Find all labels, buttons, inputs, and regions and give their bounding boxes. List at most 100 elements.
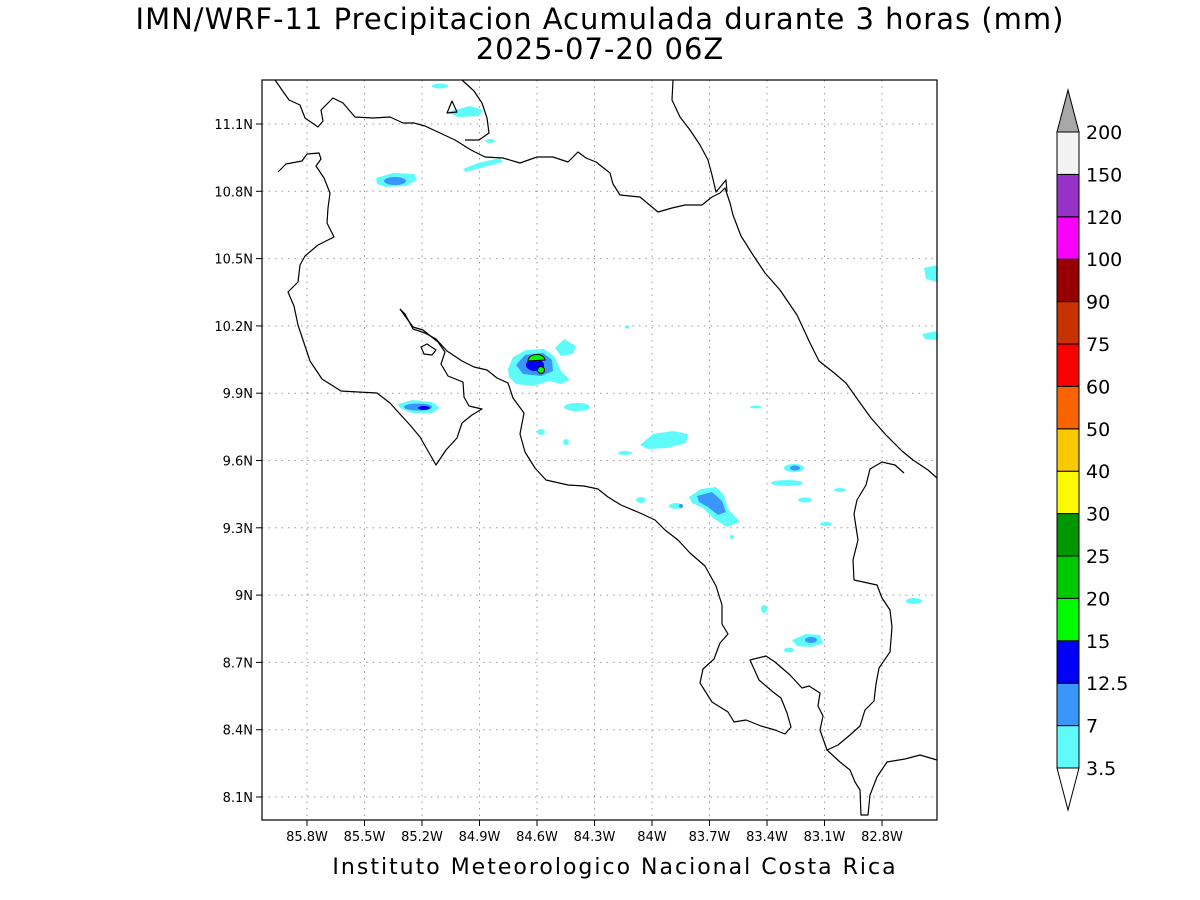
colorbar-swatch bbox=[1056, 682, 1080, 727]
colorbar-level-label: 100 bbox=[1086, 249, 1122, 271]
lat-tick-label: 9.6N bbox=[223, 455, 253, 470]
lon-tick-label: 84.6W bbox=[516, 830, 558, 845]
colorbar-level-label: 40 bbox=[1086, 461, 1110, 483]
precip-patch bbox=[418, 406, 430, 410]
colorbar-level-label: 150 bbox=[1086, 164, 1122, 186]
lon-tick-label: 84.3W bbox=[574, 830, 616, 845]
precip-patch bbox=[834, 488, 846, 492]
precip-patches-15mm bbox=[527, 354, 546, 374]
precip-patch bbox=[485, 139, 495, 143]
precip-patch bbox=[555, 339, 576, 356]
coastline bbox=[274, 79, 938, 816]
chart-title: IMN/WRF-11 Precipitacion Acumulada duran… bbox=[135, 2, 1065, 36]
lon-tick-label: 84.9W bbox=[459, 830, 501, 845]
coastline-segment bbox=[277, 152, 483, 466]
precip-patch bbox=[447, 106, 483, 117]
colorbar-legend: 3.5 7 12.5 15 20 25 30 40 50 60 75 90 100 120 150 200 bbox=[1056, 88, 1128, 812]
colorbar-level-label: 30 bbox=[1086, 504, 1110, 526]
colorbar-swatch bbox=[1056, 343, 1080, 387]
colorbar-level-label: 25 bbox=[1086, 546, 1110, 568]
colorbar-level-label: 20 bbox=[1086, 588, 1110, 610]
lon-tick-label: 83.4W bbox=[746, 830, 788, 845]
precip-patch bbox=[798, 497, 812, 503]
lon-tick-label: 84W bbox=[637, 830, 667, 845]
coastline-segment bbox=[826, 749, 938, 816]
colorbar-level-label: 50 bbox=[1086, 419, 1110, 441]
colorbar-swatch bbox=[1056, 555, 1080, 599]
coastline-segment bbox=[420, 343, 437, 356]
colorbar-level-label: 12.5 bbox=[1086, 673, 1128, 695]
colorbar-swatch bbox=[1056, 597, 1080, 642]
colorbar-level-label: 15 bbox=[1086, 631, 1110, 653]
lat-tick-label: 8.7N bbox=[223, 656, 253, 671]
colorbar-swatch bbox=[1056, 173, 1080, 218]
lat-tick-label: 9N bbox=[235, 589, 253, 604]
coastline-segment bbox=[399, 308, 905, 751]
colorbar-swatch bbox=[1056, 725, 1080, 769]
colorbar-level-label: 75 bbox=[1086, 334, 1110, 356]
colorbar-swatch bbox=[1056, 640, 1080, 684]
colorbar-level-label: 7 bbox=[1086, 716, 1098, 738]
map-gridlines bbox=[262, 80, 937, 820]
precip-patch bbox=[527, 354, 546, 362]
precip-patch bbox=[805, 637, 817, 643]
lon-tick-label: 85.5W bbox=[344, 830, 386, 845]
precip-patch bbox=[697, 492, 726, 515]
lat-tick-label: 8.1N bbox=[223, 791, 253, 806]
colorbar-under-arrow bbox=[1056, 767, 1080, 812]
lat-tick-label: 10.2N bbox=[214, 320, 253, 335]
lat-tick-label: 11.1N bbox=[214, 118, 253, 133]
precip-patch bbox=[563, 439, 569, 445]
latitude-axis: 8.1N 8.4N 8.7N 9N 9.3N 9.6N 9.9N 10.2N 10.5N 10.8… bbox=[214, 118, 262, 806]
coastline-segment bbox=[461, 79, 490, 141]
precip-patch bbox=[432, 83, 448, 89]
longitude-axis: 85.8W 85.5W 85.2W 84.9W 84.6W 84.3W 84W 83.7W 83… bbox=[286, 820, 903, 845]
precip-patch bbox=[679, 504, 683, 508]
precip-patch bbox=[463, 158, 503, 172]
colorbar-over-arrow bbox=[1056, 88, 1080, 133]
precip-patch bbox=[640, 431, 688, 449]
precip-patch bbox=[564, 403, 590, 411]
precip-patch bbox=[669, 503, 683, 509]
lat-tick-label: 10.8N bbox=[214, 185, 253, 200]
precip-patch bbox=[384, 177, 406, 185]
precip-patch bbox=[790, 465, 800, 471]
lon-tick-label: 85.2W bbox=[401, 830, 443, 845]
lat-tick-label: 10.5N bbox=[214, 253, 253, 268]
lat-tick-label: 9.3N bbox=[223, 522, 253, 537]
precip-patch bbox=[924, 265, 937, 282]
lon-tick-label: 83.1W bbox=[804, 830, 846, 845]
lon-tick-label: 83.7W bbox=[689, 830, 731, 845]
precip-patch bbox=[922, 331, 937, 340]
colorbar-swatch bbox=[1056, 470, 1080, 515]
precip-patches-7mm bbox=[384, 177, 817, 643]
coastline-segment bbox=[446, 100, 458, 114]
precip-patch bbox=[636, 497, 646, 503]
colorbar-level-label: 3.5 bbox=[1086, 758, 1116, 780]
lat-tick-label: 9.9N bbox=[223, 387, 253, 402]
precip-patch bbox=[537, 429, 545, 435]
lon-tick-label: 85.8W bbox=[286, 830, 328, 845]
colorbar-level-label: 120 bbox=[1086, 207, 1122, 229]
map-frame bbox=[261, 79, 938, 821]
colorbar-swatch bbox=[1056, 258, 1080, 303]
precip-patch bbox=[784, 647, 794, 653]
coastline-segment bbox=[671, 79, 728, 193]
colorbar-swatch bbox=[1056, 428, 1080, 472]
precip-patch bbox=[761, 605, 767, 613]
precip-patch bbox=[771, 480, 803, 486]
precip-patch bbox=[537, 366, 545, 374]
colorbar-swatch bbox=[1056, 301, 1080, 345]
colorbar-swatch bbox=[1056, 216, 1080, 260]
precip-patch bbox=[820, 522, 832, 526]
precip-patch bbox=[624, 325, 630, 329]
colorbar-swatch bbox=[1056, 385, 1080, 430]
colorbar-level-label: 60 bbox=[1086, 376, 1110, 398]
precip-patch bbox=[618, 451, 632, 455]
colorbar-level-label: 200 bbox=[1086, 122, 1122, 144]
precip-patch bbox=[730, 535, 734, 539]
institution-credit: Instituto Meteorologico Nacional Costa R… bbox=[332, 855, 898, 880]
colorbar-level-label: 90 bbox=[1086, 292, 1110, 314]
colorbar-swatch bbox=[1056, 513, 1080, 557]
